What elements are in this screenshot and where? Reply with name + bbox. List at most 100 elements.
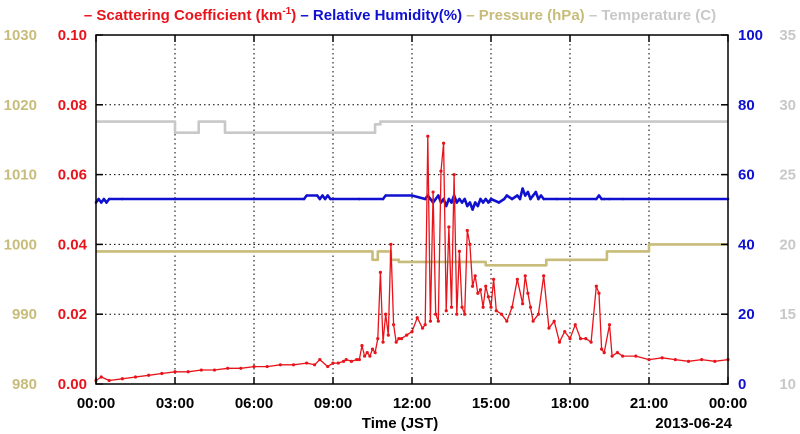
scattering-point [478,288,483,292]
scattering-point [589,340,593,344]
scattering-point [494,309,498,313]
x-tick-label: 06:00 [235,395,273,412]
pressure-line [96,243,728,267]
humidity-point [384,194,387,197]
humidity-point [326,194,330,197]
temperature-tick-label: 15 [779,306,796,323]
scattering-point [107,378,111,383]
scattering-point [647,357,651,362]
scattering-point [431,190,435,194]
humidity-point [105,201,108,204]
scattering-point [133,375,138,379]
humidity-point [318,197,322,201]
scattering-point [521,302,525,306]
scattering-point [531,319,535,323]
x-tick-label: 09:00 [314,395,352,412]
scattering-point [489,305,493,309]
pressure-tick-label: 1020 [4,97,37,114]
scattering-point [515,277,519,281]
scattering-tick-label: 0.00 [58,376,87,393]
scattering-point [447,225,451,229]
scattering-point [542,274,546,278]
humidity-point [302,197,306,201]
scattering-point [615,350,620,355]
scattering-point [312,363,317,367]
humidity-point [502,197,506,201]
humidity-point [526,190,530,194]
scattering-point [360,344,364,348]
x-tick-label: 00:00 [77,395,115,412]
date-label: 2013-06-24 [655,415,732,432]
scattering-point [199,368,203,372]
scattering-point [336,361,340,365]
x-tick-label: 21:00 [630,395,668,412]
scattering-point [510,305,514,309]
legend: – Scattering Coefficient (km-1) – Relati… [84,6,716,24]
scattering-point [391,323,396,327]
scattering-point [410,330,414,334]
pressure-tick-label: 1010 [4,167,37,184]
humidity-point [534,190,538,194]
humidity-point [447,197,451,201]
pressure-tick-label: 1030 [4,27,37,44]
scattering-point [442,141,446,145]
scattering-point [436,319,440,323]
scattering-point [578,337,583,341]
humidity-point [518,197,522,201]
scattering-point [597,291,601,295]
legend-item: – Temperature ( [585,7,701,24]
scattering-point [600,347,604,351]
scattering-tick-label: 0.06 [58,167,87,184]
scattering-point [363,354,367,358]
scattering-point [452,173,456,177]
humidity-point [468,201,472,204]
temperature-tick-label: 25 [779,167,796,184]
axis-tick-labels: 00:00 03:00 06:00 09:00 12:00 15:00 18:00 21:00… [4,27,796,412]
scattering-point [673,357,677,362]
scattering-point [212,368,217,372]
temperature-tick-label: 10 [779,376,796,393]
humidity-point [381,197,385,201]
scattering-point [634,354,638,358]
humidity-point [484,197,488,201]
humidity-point [531,194,535,197]
humidity-tick-label: 80 [738,97,755,114]
humidity-tick-label: 100 [738,27,763,44]
humidity-point [97,197,100,201]
scattering-point [423,323,427,327]
humidity-point [323,197,327,201]
x-tick-label: 18:00 [551,395,589,412]
humidity-tick-label: 60 [738,167,755,184]
scattering-point [120,377,124,381]
scattering-point [370,347,375,351]
scattering-point [415,316,419,320]
scattering-point [99,375,103,379]
scattering-point [602,350,606,355]
scattering-point [368,354,372,358]
tick-marks [95,34,729,385]
humidity-point [321,194,324,197]
humidity-point [481,201,485,204]
pressure-tick-label: 980 [12,376,37,393]
scattering-point [186,370,190,374]
scattering-point [326,364,330,369]
scattering-point [365,350,369,355]
scattering-point [147,373,151,377]
scattering-point [331,361,335,365]
scattering-tick-label: 0.08 [58,97,87,114]
humidity-point [444,204,448,208]
scattering-point [305,361,309,365]
humidity-point [473,201,477,204]
humidity-point [252,197,256,201]
scattering-point [594,284,598,288]
humidity-point [173,197,177,201]
scattering-point [499,312,504,316]
scattering-point [455,312,459,316]
legend-item: – Scattering Coefficient (km [84,7,282,24]
scattering-point [563,330,567,334]
scattering-point [394,340,398,344]
scattering-point [523,274,527,278]
scattering-point [660,356,664,360]
scattering-point [552,319,556,323]
humidity-tick-label: 40 [738,236,755,253]
